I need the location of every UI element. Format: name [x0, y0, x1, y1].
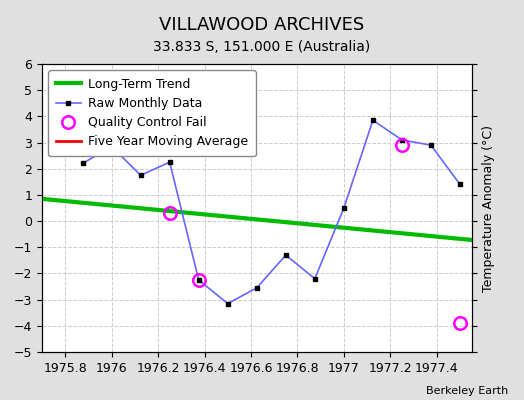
Raw Monthly Data: [108, 144, 115, 149]
Quality Control Fail: [399, 143, 405, 148]
Quality Control Fail: [457, 321, 463, 326]
Y-axis label: Temperature Anomaly (°C): Temperature Anomaly (°C): [482, 124, 495, 292]
Raw Monthly Data: [341, 206, 347, 210]
Raw Monthly Data: [457, 182, 463, 187]
Quality Control Fail: [167, 211, 173, 216]
Raw Monthly Data: [254, 286, 260, 290]
Quality Control Fail: [195, 278, 202, 282]
Raw Monthly Data: [167, 160, 173, 164]
Text: VILLAWOOD ARCHIVES: VILLAWOOD ARCHIVES: [159, 16, 365, 34]
Raw Monthly Data: [137, 173, 144, 178]
Raw Monthly Data: [282, 253, 289, 258]
Raw Monthly Data: [312, 276, 318, 281]
Line: Quality Control Fail: Quality Control Fail: [163, 139, 466, 330]
Text: 33.833 S, 151.000 E (Australia): 33.833 S, 151.000 E (Australia): [154, 40, 370, 54]
Raw Monthly Data: [428, 143, 434, 148]
Line: Raw Monthly Data: Raw Monthly Data: [80, 118, 462, 306]
Text: Berkeley Earth: Berkeley Earth: [426, 386, 508, 396]
Raw Monthly Data: [225, 301, 231, 306]
Raw Monthly Data: [195, 278, 202, 282]
Raw Monthly Data: [80, 161, 86, 166]
Raw Monthly Data: [370, 118, 376, 123]
Raw Monthly Data: [399, 138, 405, 142]
Legend: Long-Term Trend, Raw Monthly Data, Quality Control Fail, Five Year Moving Averag: Long-Term Trend, Raw Monthly Data, Quali…: [48, 70, 256, 156]
